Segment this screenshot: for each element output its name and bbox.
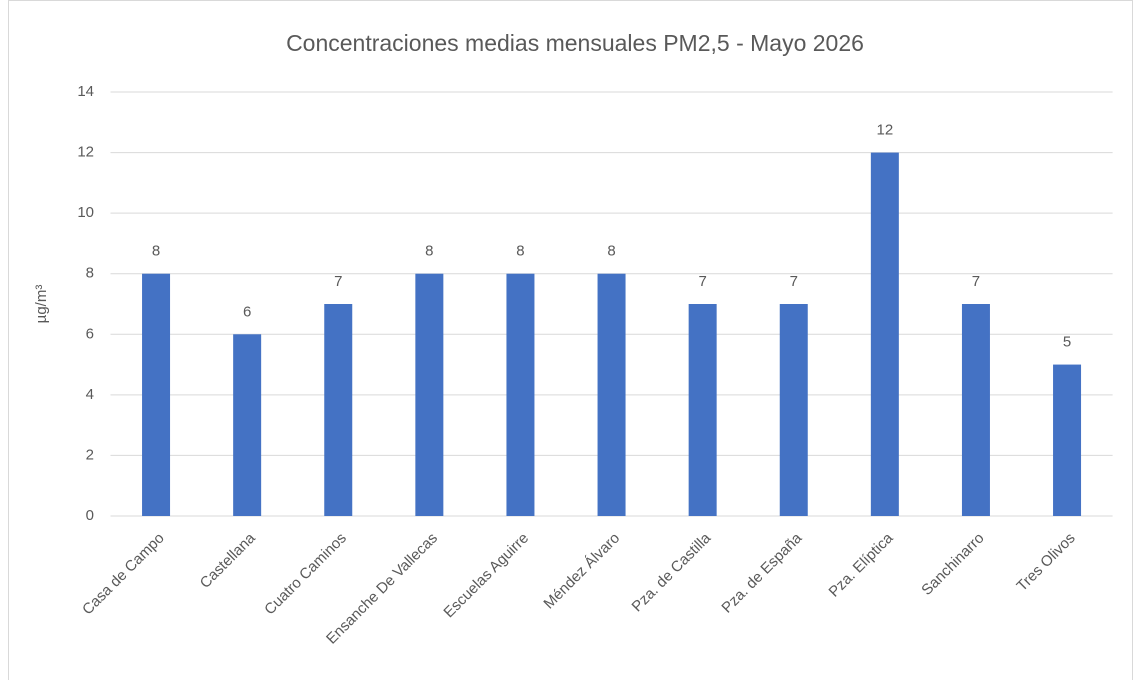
- bar: [779, 304, 808, 516]
- data-label: 5: [1063, 334, 1071, 351]
- data-label: 8: [607, 243, 615, 260]
- bar: [233, 334, 262, 516]
- data-label: 8: [425, 243, 433, 260]
- data-label: 8: [152, 243, 160, 260]
- y-tick-label: 0: [86, 507, 94, 524]
- data-label: 8: [516, 243, 524, 260]
- bar: [142, 273, 171, 516]
- y-tick-label: 10: [77, 204, 94, 221]
- data-label: 12: [877, 122, 894, 139]
- y-tick-label: 14: [77, 83, 94, 100]
- y-tick-label: 4: [86, 386, 94, 403]
- bar: [415, 273, 444, 516]
- y-axis-label: µg/m³: [33, 285, 50, 324]
- bar: [961, 304, 990, 516]
- chart-border: [8, 0, 1133, 680]
- bar: [506, 273, 535, 516]
- y-tick-label: 12: [77, 144, 94, 161]
- chart-title: Concentraciones medias mensuales PM2,5 -…: [286, 30, 864, 56]
- data-label: 7: [972, 273, 980, 290]
- y-tick-label: 6: [86, 325, 94, 342]
- y-tick-label: 2: [86, 446, 94, 463]
- bar: [870, 152, 899, 517]
- data-label: 7: [698, 273, 706, 290]
- data-label: 6: [243, 303, 251, 320]
- bar: [597, 273, 626, 516]
- y-tick-label: 8: [86, 265, 94, 282]
- bar: [1053, 364, 1082, 516]
- bar: [688, 304, 717, 516]
- data-label: 7: [334, 273, 342, 290]
- data-label: 7: [790, 273, 798, 290]
- bar: [324, 304, 353, 516]
